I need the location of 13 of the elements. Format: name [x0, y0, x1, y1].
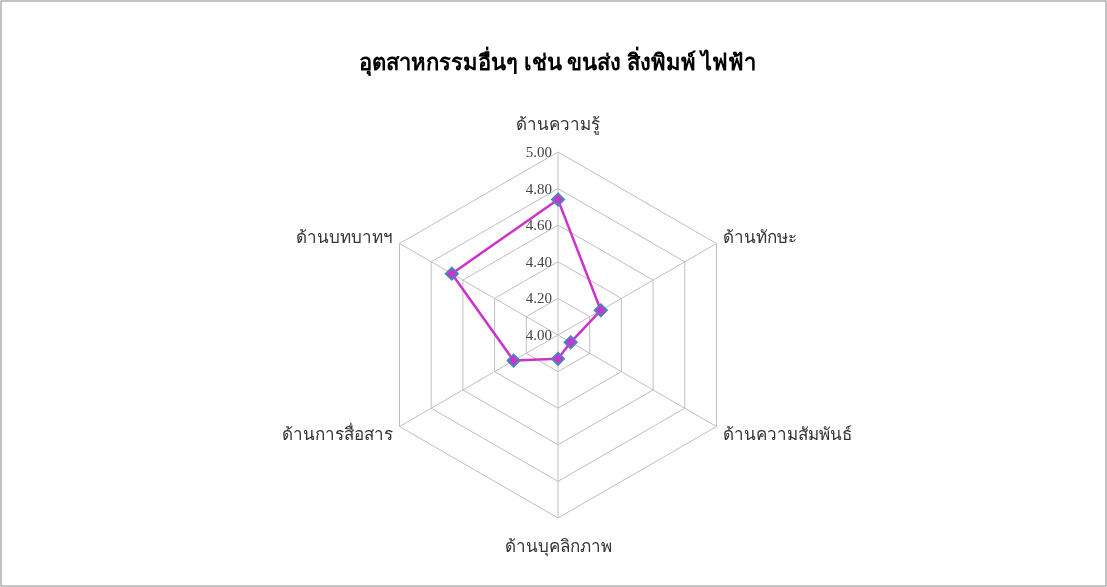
spoke-label: ด้านความรู้ [516, 115, 600, 135]
spoke-label: ด้านบทบาทฯ [295, 227, 393, 247]
spoke-label: ด้านบุคลิกภาพ [504, 537, 612, 557]
chart-title: อุตสาหกรรมอื่นๆ เช่น ขนส่ง สิ่งพิมพ์ ไฟฟ้า [359, 46, 756, 77]
y-tick-label: 4.60 [525, 217, 552, 234]
spoke-label: ด้านทักษะ [723, 227, 798, 247]
y-tick-label: 4.20 [525, 290, 552, 307]
y-tick-label: 4.80 [525, 180, 552, 197]
spoke-label: ด้านการสื่อสาร [281, 421, 393, 444]
y-tick-label: 4.40 [525, 253, 552, 270]
y-tick-label: 4.00 [525, 327, 552, 343]
y-tick-label: 5.00 [525, 144, 552, 160]
spoke-label: ด้านความสัมพันธ์ [723, 424, 853, 444]
